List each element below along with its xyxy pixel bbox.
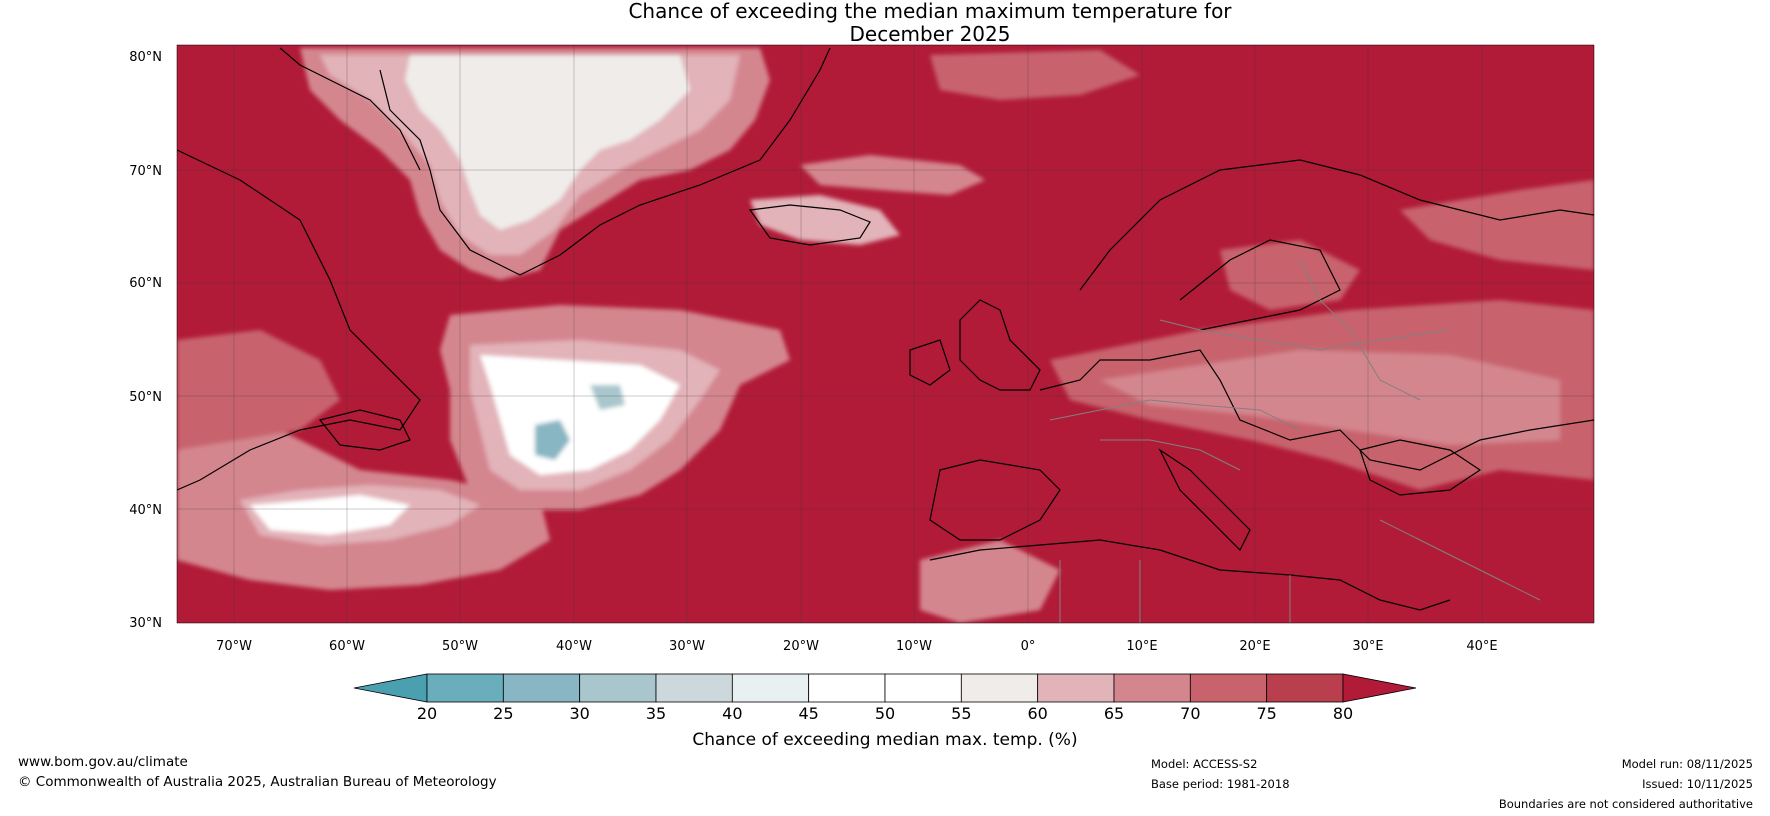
lat-label: 70°N — [129, 164, 162, 179]
coastline-iberia — [929, 459, 1061, 541]
colorbar-segment — [579, 673, 657, 703]
colorbar-label: Chance of exceeding median max. temp. (%… — [692, 730, 1077, 750]
colorbar-tick-label: 30 — [569, 704, 589, 723]
lat-label: 50°N — [129, 390, 162, 405]
colorbar-segment — [502, 673, 581, 703]
coastline-greenland-west — [279, 47, 421, 171]
colorbar-tick-label: 45 — [798, 704, 818, 723]
lon-label: 70°W — [216, 639, 252, 654]
colorbar-tick-label: 20 — [417, 704, 437, 723]
colorbar-segment — [426, 673, 504, 703]
colorbar-tick-label: 60 — [1027, 704, 1047, 723]
lon-label: 30°W — [669, 639, 705, 654]
gridlines — [177, 45, 1594, 623]
lon-label: 20°W — [783, 639, 819, 654]
coastline-north-africa — [929, 539, 1451, 611]
footer-url: www.bom.gov.au/climate — [18, 754, 188, 770]
lon-label: 10°W — [896, 639, 932, 654]
lon-label: 0° — [1021, 639, 1036, 654]
footer-issued: Issued: 10/11/2025 — [1642, 777, 1753, 791]
contour-europe-65 — [1100, 350, 1560, 445]
coastline-greenland — [379, 47, 831, 276]
coastline-europe — [1039, 349, 1594, 471]
contour-sahara — [920, 540, 1060, 623]
coastlines — [177, 47, 1594, 611]
lat-label: 80°N — [129, 50, 162, 65]
coastline-italy — [1158, 448, 1251, 552]
chart-title-line2: December 2025 — [849, 22, 1011, 46]
colorbar-tick-label: 50 — [875, 704, 895, 723]
colorbar-tick-label: 65 — [1104, 704, 1124, 723]
footer-base-period: Base period: 1981-2018 — [1151, 777, 1290, 791]
colorbar-tick-label: 75 — [1256, 704, 1276, 723]
map-frame — [176, 44, 1595, 624]
colorbar-extend-high — [1342, 673, 1417, 703]
contour-midatlantic-40 — [590, 385, 625, 410]
coastline-newfoundland — [318, 409, 411, 451]
footer-disclaimer: Boundaries are not considered authoritat… — [1498, 797, 1753, 811]
contour-midatlantic-50 — [480, 355, 680, 475]
colorbar-segment — [808, 673, 886, 703]
coastline-black-sea — [1359, 439, 1482, 496]
country-borders — [1049, 259, 1541, 623]
lat-label: 30°N — [129, 616, 162, 631]
colorbar: 20 25 30 35 40 45 50 55 60 65 70 75 80 — [353, 673, 1417, 723]
contour-iceland — [750, 195, 900, 245]
coastline-baltic — [1179, 239, 1341, 331]
contour-russia — [1400, 180, 1594, 270]
coastline-uk — [959, 299, 1041, 391]
lon-label: 40°E — [1466, 639, 1497, 654]
colorbar-tick-label: 80 — [1333, 704, 1353, 723]
colorbar-segment — [1266, 673, 1344, 703]
contour-midatlantic-35 — [535, 420, 570, 460]
lon-label: 30°E — [1352, 639, 1383, 654]
colorbar-tick-label: 70 — [1180, 704, 1200, 723]
colorbar-segment — [1189, 673, 1268, 703]
longitude-labels: 70°W 60°W 50°W 40°W 30°W 20°W 10°W 0° 10… — [216, 639, 1498, 654]
contour-westatlantic-50 — [250, 495, 410, 535]
colorbar-segment — [884, 673, 962, 703]
colorbar-tick-label: 40 — [722, 704, 742, 723]
latitude-labels: 80°N 70°N 60°N 50°N 40°N 30°N — [129, 50, 162, 631]
lon-label: 20°E — [1239, 639, 1270, 654]
contour-greenland-55 — [405, 55, 690, 230]
contour-norwegian-sea — [800, 155, 985, 195]
contour-labrador — [177, 330, 340, 450]
map-area — [177, 45, 1594, 623]
coastline-iceland — [748, 204, 871, 246]
footer-copyright: © Commonwealth of Australia 2025, Austra… — [18, 774, 497, 790]
lat-label: 60°N — [129, 276, 162, 291]
lon-label: 40°W — [556, 639, 592, 654]
colorbar-extend-low — [353, 673, 428, 703]
lat-label: 40°N — [129, 503, 162, 518]
colorbar-segment — [1037, 673, 1115, 703]
colorbar-segment — [960, 673, 1039, 703]
probability-contours — [177, 48, 1594, 623]
contour-svalbard — [930, 50, 1140, 100]
colorbar-tick-label: 35 — [646, 704, 666, 723]
coastline-scandinavia — [1079, 159, 1594, 291]
colorbar-tick-label: 25 — [493, 704, 513, 723]
coastline-canada — [177, 149, 421, 491]
lon-label: 60°W — [329, 639, 365, 654]
colorbar-segment — [655, 673, 733, 703]
footer-model: Model: ACCESS-S2 — [1151, 757, 1258, 771]
colorbar-tick-label: 55 — [951, 704, 971, 723]
colorbar-segment — [1113, 673, 1191, 703]
chart-title: Chance of exceeding the median maximum t… — [0, 0, 1770, 46]
lon-label: 50°W — [442, 639, 478, 654]
lon-label: 10°E — [1126, 639, 1157, 654]
chart-title-line1: Chance of exceeding the median maximum t… — [628, 0, 1232, 23]
colorbar-segment — [731, 673, 810, 703]
coastline-ireland — [909, 339, 951, 386]
footer-model-run: Model run: 08/11/2025 — [1621, 757, 1753, 771]
